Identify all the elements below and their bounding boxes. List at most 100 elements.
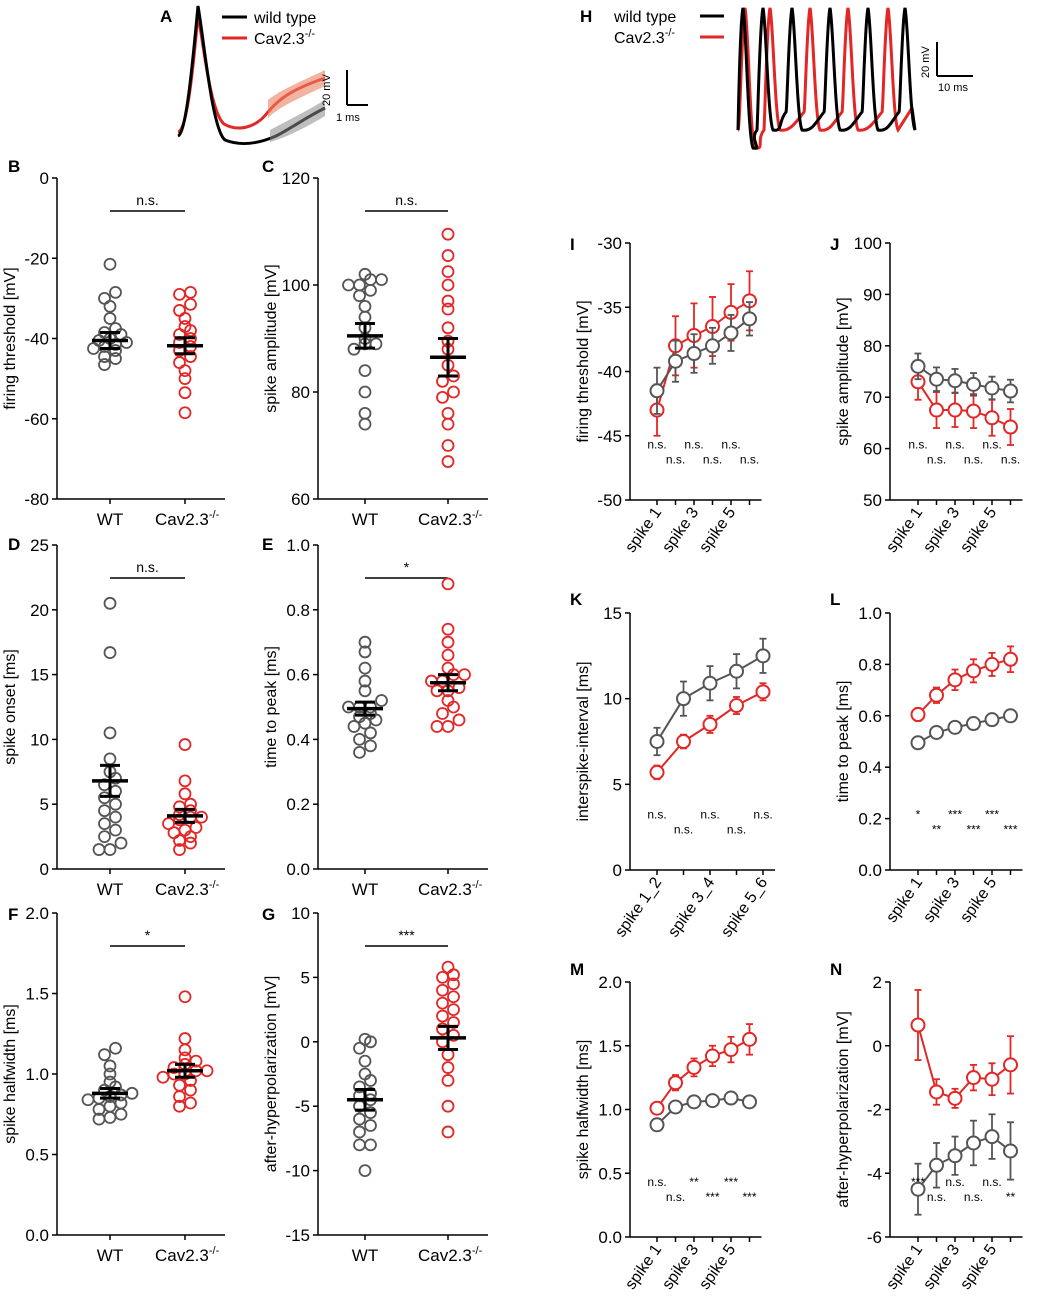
panel-l-ko-marker: [966, 663, 981, 679]
panel-f-ko-point: [178, 1043, 192, 1057]
panel-b-y-tick-label: -40: [24, 330, 49, 349]
panel-f-wt-point: [98, 1048, 111, 1062]
panel-b-y-tick-label: -80: [24, 490, 49, 509]
panel-j-y-tick-label: 80: [863, 337, 882, 356]
scale-label-a-voltage: 20 mV: [321, 74, 333, 106]
panel-b-y-label: firing threshold [mV]: [2, 267, 19, 409]
panel-k-wt-marker: [702, 675, 718, 691]
panel-l-wt-marker: [966, 716, 981, 732]
panel-k-sig-label: n.s.: [674, 823, 693, 837]
panel-g-y-tick-label: 0: [301, 1033, 310, 1052]
panel-m-ko-marker: [668, 1075, 683, 1091]
panel-h-letter: H: [580, 7, 592, 26]
panel-j-ko-marker: [947, 402, 963, 418]
panel-f-wt-point: [125, 1086, 139, 1100]
panel-g-wt-point: [364, 1119, 377, 1132]
panel-l-wt-marker: [929, 725, 944, 741]
panel-g-wt-point: [358, 1067, 372, 1081]
panel-d-sig-label: n.s.: [136, 559, 159, 575]
panel-g-y-tick-label: 10: [291, 904, 310, 923]
panel-i-wt-marker: [649, 383, 665, 399]
panel-k-ko-marker: [729, 698, 744, 714]
panel-j-sig-label: n.s.: [945, 438, 964, 452]
panel-m-sig-label: ***: [705, 1190, 719, 1204]
panel-d-wt-point: [109, 810, 122, 824]
panel-e-ko-point: [441, 635, 455, 649]
panel-m-wt-marker: [649, 1117, 665, 1133]
panel-c-ko-point: [441, 227, 455, 241]
panel-l-ko-marker: [947, 672, 963, 688]
panel-g-wt-point: [358, 1164, 372, 1177]
panel-b-sig-label: n.s.: [136, 192, 159, 208]
panel-d-ko-point: [178, 787, 192, 801]
panel-i-y-tick-label: -45: [597, 427, 622, 446]
panel-n-sig-label: n.s.: [927, 1190, 946, 1204]
panel-c-wt-point: [358, 267, 372, 281]
panel-e-ko-point: [441, 648, 455, 662]
panel-d-wt-point: [103, 646, 117, 659]
panel-k-y-tick-label: 10: [603, 690, 622, 709]
panel-b-letter: B: [8, 157, 20, 176]
panel-m-x-tick-label: spike 1: [622, 1241, 665, 1292]
legend-ko-label-a: Cav2.3-/-: [254, 28, 315, 48]
panel-f-wt-point: [114, 1096, 128, 1110]
panel-l-sig-label: *: [916, 808, 921, 822]
panel-g-x-tick-ko-base: Cav2.3: [418, 1246, 472, 1265]
panel-d-ko-point: [189, 821, 203, 834]
panel-l-x-tick-label: spike 3: [920, 874, 963, 925]
panel-b-wt-point: [109, 285, 122, 299]
panel-c-wt-point: [358, 385, 372, 399]
panel-g-sig-label: ***: [398, 927, 415, 943]
panel-d-wt-point: [109, 797, 122, 811]
panel-g-ko-point: [441, 1125, 455, 1139]
panel-b-ko-point: [184, 285, 197, 299]
panel-j-sig-label: n.s.: [927, 453, 946, 467]
panel-f: F 0.0 0.5 1.0 1.5 2.0 spike halfwidth [ms] WT Ca…: [2, 904, 225, 1265]
panel-f-y-tick-label: 0.5: [25, 1146, 49, 1165]
panel-b-ko-point: [178, 386, 192, 400]
panel-d-wt-point: [103, 726, 117, 740]
panel-k-wt-marker: [676, 691, 691, 707]
panel-g-wt-point: [353, 1112, 366, 1126]
panel-b-wt-point: [120, 336, 133, 349]
panel-m-ko-marker: [723, 1042, 739, 1058]
panel-d-x-tick-ko-base: Cav2.3: [155, 880, 209, 899]
panel-m-y-tick-label: 2.0: [598, 973, 622, 992]
panel-c-y-tick-label: 80: [291, 383, 310, 402]
panel-f-sig-label: *: [145, 927, 151, 943]
panel-d-ko-point: [162, 817, 175, 831]
panel-j-ko-marker: [966, 403, 981, 419]
panel-i-wt-marker: [742, 311, 757, 327]
panel-e-ko-point: [430, 720, 444, 733]
panel-g-ko-point: [447, 1003, 460, 1016]
panel-f-x-tick-ko-sup: -/-: [209, 1245, 220, 1257]
panel-e-y-tick-label: 0.2: [286, 795, 310, 814]
panel-i-y-tick-label: -50: [597, 491, 622, 510]
panel-l-y-tick-label: 1.0: [858, 604, 882, 623]
panel-b-ko-point: [173, 356, 186, 369]
panel-c: C 60 80 100 120 spike amplitude [mV] WT Cav2.3-…: [262, 157, 488, 529]
panel-m-ko-marker: [686, 1059, 702, 1075]
panel-k-sig-label: n.s.: [753, 808, 772, 822]
panel-e-ko-point: [452, 713, 466, 727]
panel-g: G -15 -10 -5 0 5 10 after-hyperpolarization [mV…: [262, 904, 488, 1265]
panel-c-x-tick-ko-base: Cav2.3: [418, 510, 472, 529]
panel-g-y-tick-label: -5: [295, 1097, 310, 1116]
panel-e-y-tick-label: 0.4: [286, 730, 310, 749]
panel-c-ko-point: [436, 390, 449, 404]
panel-l-sig-label: ***: [948, 808, 962, 822]
panel-m-wt-marker: [705, 1093, 720, 1109]
panel-b-y-tick-label: -60: [24, 410, 49, 429]
panel-f-wt-point: [114, 1107, 128, 1121]
panel-m-sig-label: n.s.: [666, 1190, 685, 1204]
panel-l-y-tick-label: 0.2: [858, 810, 882, 829]
panel-d-wt-point: [98, 830, 111, 843]
panel-n-x-tick-label: spike 3: [920, 1241, 963, 1292]
panel-c-y-tick-label: 60: [291, 490, 310, 509]
panel-e-x-tick-ko-sup: -/-: [472, 879, 483, 891]
panel-d-y-tick-label: 20: [30, 601, 49, 620]
panel-b-ko-point: [184, 297, 197, 311]
panel-g-wt-point: [353, 1080, 366, 1094]
panel-k-ko-marker: [702, 716, 718, 732]
